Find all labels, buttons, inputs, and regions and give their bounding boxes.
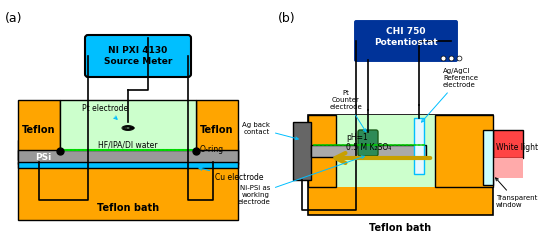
Text: pH=1
0.5 M K₂SO₄: pH=1 0.5 M K₂SO₄ xyxy=(346,133,391,153)
Bar xyxy=(414,118,424,174)
Text: Cu electrode: Cu electrode xyxy=(199,167,263,183)
Bar xyxy=(308,115,336,187)
Text: White light: White light xyxy=(496,144,538,153)
Text: Ni-PSi as
working
electrode: Ni-PSi as working electrode xyxy=(237,156,364,205)
Text: Transparent
window: Transparent window xyxy=(496,178,537,208)
Text: Ag back
contact: Ag back contact xyxy=(242,121,298,140)
Text: Pt electrode: Pt electrode xyxy=(82,103,128,119)
Bar xyxy=(483,130,493,185)
Text: HF/IPA/DI water: HF/IPA/DI water xyxy=(98,141,158,149)
FancyBboxPatch shape xyxy=(85,35,191,77)
Text: NI PXI 4130
Source Meter: NI PXI 4130 Source Meter xyxy=(104,46,172,67)
Text: Ag/AgCl
Reference
electrode: Ag/AgCl Reference electrode xyxy=(421,68,478,122)
Bar xyxy=(18,140,238,220)
Text: PSi: PSi xyxy=(35,153,51,161)
Text: Teflon bath: Teflon bath xyxy=(97,203,159,213)
Text: Teflon: Teflon xyxy=(200,125,234,135)
Bar xyxy=(493,158,523,178)
Bar xyxy=(293,122,311,180)
Text: Teflon: Teflon xyxy=(22,125,56,135)
Text: (b): (b) xyxy=(278,12,296,25)
Bar xyxy=(493,130,523,158)
FancyBboxPatch shape xyxy=(353,19,459,63)
Bar xyxy=(326,115,476,187)
Bar xyxy=(18,150,238,164)
FancyBboxPatch shape xyxy=(358,130,378,156)
Text: Teflon bath: Teflon bath xyxy=(369,223,431,233)
Bar xyxy=(18,100,60,160)
Text: O-ring: O-ring xyxy=(200,145,224,153)
Text: (a): (a) xyxy=(5,12,23,25)
Bar xyxy=(60,100,196,152)
Bar xyxy=(18,162,238,168)
Bar xyxy=(308,115,493,215)
Bar xyxy=(196,100,238,160)
Text: Pt
Counter
electrode: Pt Counter electrode xyxy=(329,90,366,132)
Text: CHI 750
Potentiostat: CHI 750 Potentiostat xyxy=(374,27,438,47)
Bar xyxy=(435,115,493,187)
Bar xyxy=(311,145,426,157)
